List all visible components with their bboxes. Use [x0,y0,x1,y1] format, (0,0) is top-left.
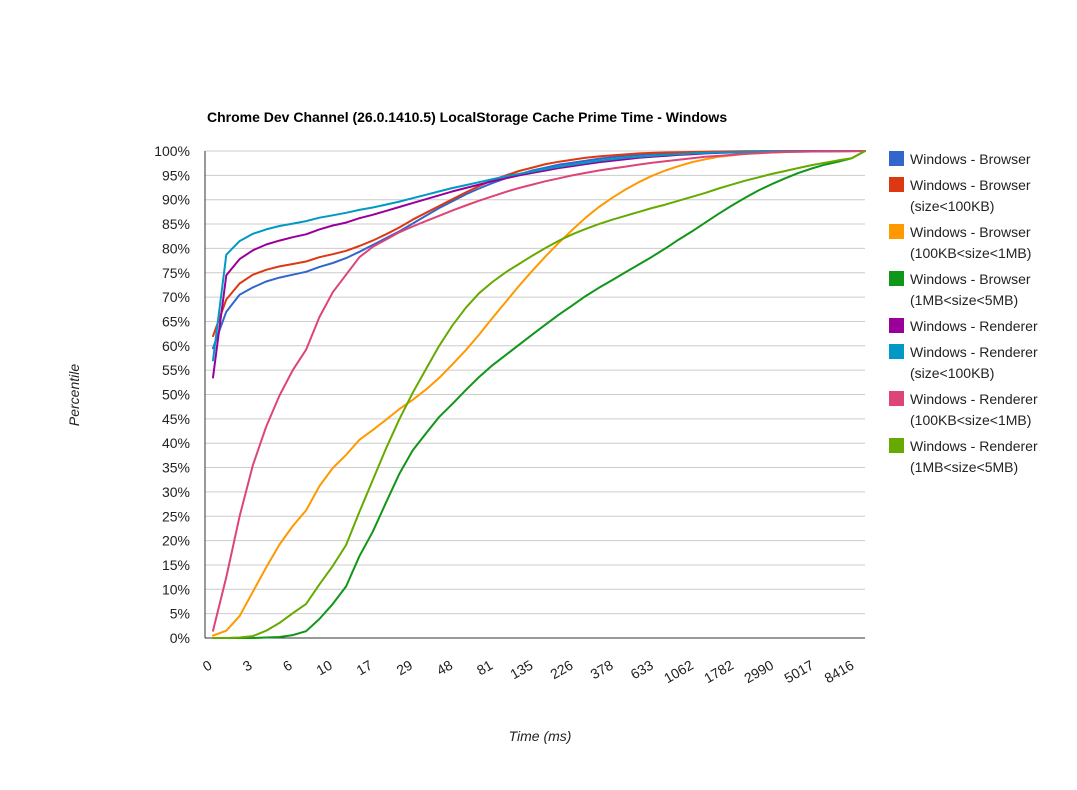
y-tick-label: 20% [162,533,190,549]
y-tick-label: 40% [162,435,190,451]
series-line [212,150,866,350]
x-tick-label: 48 [434,657,456,679]
legend-label: Windows - Browser [910,151,1031,167]
x-tick-label: 6 [280,657,295,675]
legend-swatch [889,224,904,239]
x-tick-label: 1062 [661,657,696,687]
series-line [212,150,866,639]
legend-label: Windows - Renderer [910,318,1038,334]
x-tick-label: 5017 [781,657,816,687]
y-tick-label: 100% [154,143,190,159]
y-tick-label: 25% [162,508,190,524]
x-tick-label: 10 [313,657,335,679]
legend-swatch [889,391,904,406]
legend-label: (size<100KB) [910,198,994,214]
y-tick-label: 50% [162,387,190,403]
x-tick-label: 3 [240,657,255,675]
series-line [212,150,866,362]
y-tick-label: 75% [162,265,190,281]
grid-lines [204,150,865,639]
legend: Windows - Browser Windows - Browser (size<… [889,151,1038,475]
x-tick-label: 226 [547,657,575,683]
y-tick-label: 65% [162,313,190,329]
x-tick-label: 1782 [701,657,736,687]
legend-swatch [889,344,904,359]
legend-label: Windows - Browser [910,177,1031,193]
legend-swatch [889,438,904,453]
legend-label: (size<100KB) [910,365,994,381]
y-tick-label: 90% [162,192,190,208]
series-line [212,150,866,338]
y-tick-label: 60% [162,338,190,354]
y-tick-label: 95% [162,167,190,183]
legend-label: (1MB<size<5MB) [910,292,1018,308]
x-tick-label: 17 [354,657,376,679]
legend-label: Windows - Renderer [910,438,1038,454]
x-tick-label: 0 [200,657,215,675]
legend-label: Windows - Browser [910,271,1031,287]
legend-swatch [889,318,904,333]
x-tick-label: 633 [628,657,656,683]
series-line [212,150,866,632]
y-tick-label: 30% [162,484,190,500]
x-tick-label: 2990 [741,657,776,687]
x-axis-ticks: 0 3 6 10 17 29 48 81 135 226 378 633 1062 1782 2990 501… [200,657,857,687]
legend-label: (1MB<size<5MB) [910,459,1018,475]
y-axis-ticks: 0% 5% 10% 15% 20% 25% 30% 35% 40% 45% 50% 55% 60% 65%… [154,143,190,646]
y-tick-label: 85% [162,216,190,232]
legend-label: (100KB<size<1MB) [910,412,1031,428]
y-tick-label: 35% [162,460,190,476]
y-axis-label: Percentile [66,364,82,426]
x-tick-label: 29 [394,657,416,679]
y-tick-label: 55% [162,362,190,378]
y-tick-label: 15% [162,557,190,573]
y-tick-label: 0% [170,630,190,646]
x-axis-label: Time (ms) [509,728,572,744]
legend-swatch [889,151,904,166]
legend-swatch [889,177,904,192]
legend-swatch [889,271,904,286]
chart-title: Chrome Dev Channel (26.0.1410.5) LocalSt… [207,109,727,125]
series-lines [212,150,866,639]
series-line [212,150,866,639]
x-tick-label: 8416 [822,657,857,687]
x-tick-label: 378 [588,657,616,683]
legend-label: Windows - Browser [910,224,1031,240]
legend-label: (100KB<size<1MB) [910,245,1031,261]
y-tick-label: 80% [162,240,190,256]
y-tick-label: 5% [170,606,190,622]
y-tick-label: 45% [162,411,190,427]
y-tick-label: 10% [162,581,190,597]
y-tick-label: 70% [162,289,190,305]
legend-label: Windows - Renderer [910,344,1038,360]
x-tick-label: 81 [474,657,496,679]
legend-label: Windows - Renderer [910,391,1038,407]
x-tick-label: 135 [507,657,535,683]
